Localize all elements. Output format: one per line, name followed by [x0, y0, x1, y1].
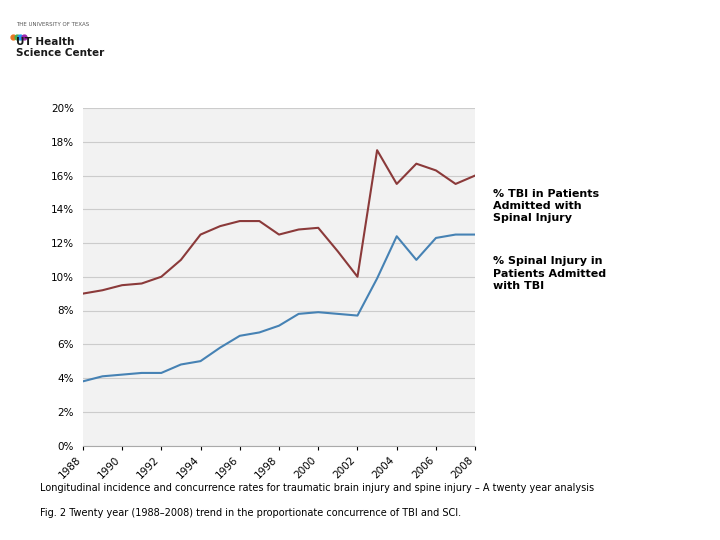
Text: Longitudinal incidence and concurrence rates for traumatic brain injury and spin: Longitudinal incidence and concurrence r… — [40, 483, 594, 494]
Text: THE UNIVERSITY OF TEXAS: THE UNIVERSITY OF TEXAS — [16, 22, 89, 27]
Text: % Spinal Injury in
Patients Admitted
with TBI: % Spinal Injury in Patients Admitted wit… — [493, 256, 606, 291]
Text: UT Health
Science Center: UT Health Science Center — [16, 37, 104, 58]
Text: % TBI in Patients
Admitted with
Spinal Injury: % TBI in Patients Admitted with Spinal I… — [493, 188, 599, 224]
Text: Fig. 2 Twenty year (1988–2008) trend in the proportionate concurrence of TBI and: Fig. 2 Twenty year (1988–2008) trend in … — [40, 508, 461, 518]
